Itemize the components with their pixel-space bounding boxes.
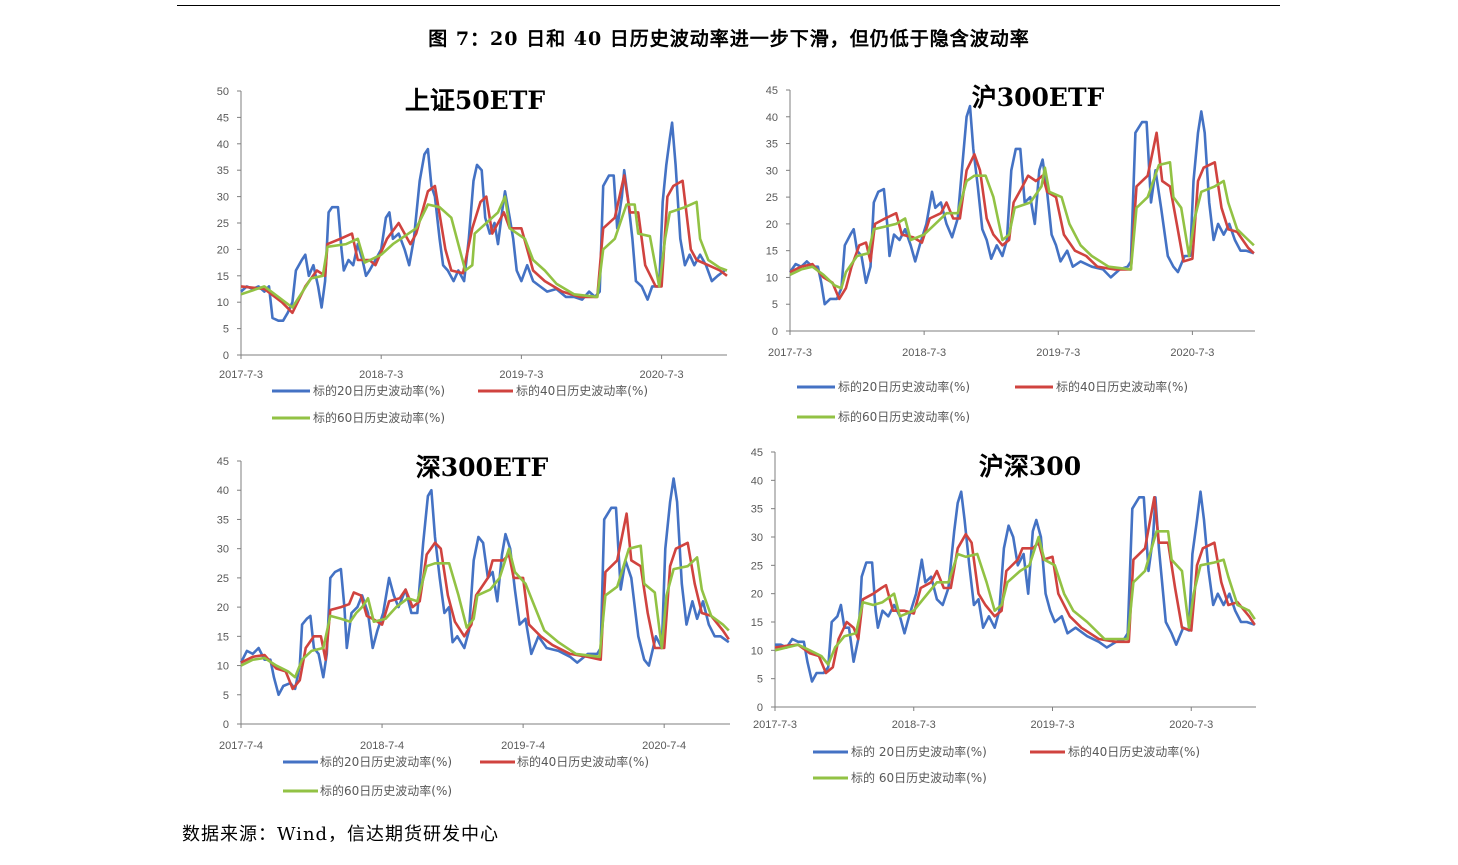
legend-label: 标的40日历史波动率(%) bbox=[517, 754, 649, 769]
chart-title: 沪300ETF bbox=[972, 83, 1105, 112]
y-tick-label: 20 bbox=[217, 244, 229, 256]
x-tick-label: 2019-7-3 bbox=[1036, 347, 1080, 359]
y-tick-label: 15 bbox=[217, 271, 229, 283]
legend-label: 标的20日历史波动率(%) bbox=[320, 754, 452, 769]
x-tick-label: 2017-7-3 bbox=[219, 369, 263, 381]
y-tick-label: 0 bbox=[223, 719, 229, 731]
y-tick-label: 45 bbox=[217, 112, 229, 124]
y-tick-label: 25 bbox=[217, 573, 229, 585]
y-tick-label: 15 bbox=[751, 617, 763, 629]
y-tick-label: 40 bbox=[217, 139, 229, 151]
legend-label: 标的60日历史波动率(%) bbox=[320, 783, 452, 798]
y-tick-label: 45 bbox=[751, 447, 763, 459]
chart-panel-0: 0 5 10 15 20 25 30 35 40 45 50 2017-7-3 2018-7-3 2019… bbox=[217, 86, 728, 425]
y-tick-label: 50 bbox=[217, 86, 229, 98]
series-line-s20 bbox=[788, 104, 1255, 306]
series-line-s60 bbox=[240, 195, 728, 309]
x-tick-label: 2017-7-4 bbox=[219, 740, 263, 752]
chart-panel-2: 0 5 10 15 20 25 30 35 40 45 2017-7-4 2018-7-4 2019-7… bbox=[217, 453, 730, 798]
y-tick-label: 45 bbox=[217, 456, 229, 468]
y-tick-label: 40 bbox=[751, 475, 763, 487]
y-tick-label: 25 bbox=[766, 192, 778, 204]
y-tick-label: 15 bbox=[217, 631, 229, 643]
y-tick-label: 40 bbox=[766, 112, 778, 124]
legend-label: 标的40日历史波动率(%) bbox=[1056, 379, 1188, 394]
y-tick-label: 10 bbox=[766, 272, 778, 284]
legend-label: 标的 20日历史波动率(%) bbox=[851, 744, 987, 759]
y-tick-label: 5 bbox=[223, 324, 229, 336]
series-line-s20 bbox=[239, 477, 730, 697]
y-tick-label: 25 bbox=[217, 218, 229, 230]
y-tick-label: 35 bbox=[751, 504, 763, 516]
y-tick-label: 30 bbox=[751, 532, 763, 544]
series-line-s40 bbox=[240, 512, 730, 691]
series-line-s20 bbox=[240, 121, 726, 322]
y-tick-label: 0 bbox=[223, 350, 229, 362]
series-line-s40 bbox=[774, 496, 1256, 675]
series-line-s60 bbox=[789, 161, 1255, 290]
x-tick-label: 2017-7-3 bbox=[768, 347, 812, 359]
y-tick-label: 20 bbox=[766, 219, 778, 231]
legend-label: 标的60日历史波动率(%) bbox=[313, 410, 445, 425]
y-tick-label: 20 bbox=[217, 602, 229, 614]
series-line-s40 bbox=[240, 174, 728, 315]
chart-panel-1: 0 5 10 15 20 25 30 35 40 45 2017-7-3 2018-7-3 2019-7… bbox=[766, 83, 1255, 424]
y-tick-label: 10 bbox=[751, 645, 763, 657]
x-tick-label: 2017-7-3 bbox=[753, 719, 797, 731]
y-tick-label: 40 bbox=[217, 485, 229, 497]
y-tick-label: 30 bbox=[217, 192, 229, 204]
y-tick-label: 10 bbox=[217, 661, 229, 673]
chart-title: 深300ETF bbox=[416, 453, 549, 482]
y-tick-label: 20 bbox=[751, 589, 763, 601]
x-tick-label: 2018-7-3 bbox=[359, 369, 403, 381]
x-tick-label: 2018-7-3 bbox=[902, 347, 946, 359]
legend-label: 标的20日历史波动率(%) bbox=[313, 383, 445, 398]
y-tick-label: 5 bbox=[757, 674, 763, 686]
x-tick-label: 2020-7-4 bbox=[642, 740, 686, 752]
y-tick-label: 45 bbox=[766, 85, 778, 97]
x-tick-label: 2019-7-3 bbox=[499, 369, 543, 381]
legend-label: 标的40日历史波动率(%) bbox=[1068, 744, 1200, 759]
y-tick-label: 35 bbox=[766, 139, 778, 151]
top-rule bbox=[177, 5, 1280, 6]
y-tick-label: 35 bbox=[217, 514, 229, 526]
y-tick-label: 10 bbox=[217, 297, 229, 309]
y-tick-label: 15 bbox=[766, 246, 778, 258]
series-line-s20 bbox=[775, 490, 1256, 683]
y-tick-label: 35 bbox=[217, 165, 229, 177]
x-tick-label: 2020-7-3 bbox=[1169, 719, 1213, 731]
y-tick-label: 0 bbox=[772, 326, 778, 338]
series-line-s60 bbox=[240, 544, 730, 679]
y-tick-label: 30 bbox=[217, 544, 229, 556]
legend-label: 标的60日历史波动率(%) bbox=[838, 409, 970, 424]
legend-label: 标的 60日历史波动率(%) bbox=[851, 770, 987, 785]
y-tick-label: 30 bbox=[766, 165, 778, 177]
chart-title: 上证50ETF bbox=[405, 86, 545, 115]
y-tick-label: 25 bbox=[751, 560, 763, 572]
y-tick-label: 5 bbox=[772, 299, 778, 311]
legend-label: 标的40日历史波动率(%) bbox=[516, 383, 648, 398]
x-tick-label: 2018-7-3 bbox=[892, 719, 936, 731]
x-tick-label: 2018-7-4 bbox=[360, 740, 404, 752]
x-tick-label: 2020-7-3 bbox=[640, 369, 684, 381]
y-tick-label: 5 bbox=[223, 690, 229, 702]
x-tick-label: 2020-7-3 bbox=[1170, 347, 1214, 359]
x-tick-label: 2019-7-4 bbox=[501, 740, 545, 752]
legend-label: 标的20日历史波动率(%) bbox=[838, 379, 970, 394]
figure-title: 图 7：20 日和 40 日历史波动率进一步下滑，但仍低于隐含波动率 bbox=[428, 28, 1030, 50]
chart-panel-3: 0 5 10 15 20 25 30 35 40 45 2017-7-3 2018-7-3 2019-7… bbox=[751, 447, 1256, 785]
source-note: 数据来源：Wind，信达期货研发中心 bbox=[182, 824, 500, 845]
x-tick-label: 2019-7-3 bbox=[1030, 719, 1074, 731]
series-line-s60 bbox=[774, 530, 1256, 666]
y-tick-label: 0 bbox=[757, 702, 763, 714]
chart-title: 沪深300 bbox=[979, 452, 1081, 481]
